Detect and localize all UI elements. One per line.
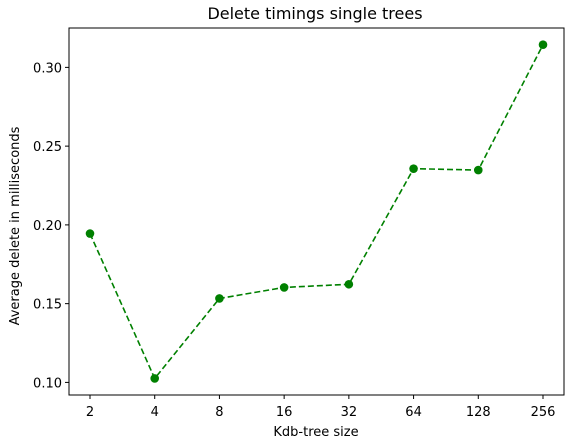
y-axis-ticks: 0.10 0.15 0.20 0.25 0.30 [33, 61, 69, 391]
y-tick-label: 0.30 [33, 61, 62, 76]
plot-frame [68, 27, 565, 396]
data-point [85, 229, 95, 238]
data-point [538, 40, 548, 49]
y-tick-label: 0.15 [33, 298, 62, 313]
y-tick-label: 0.20 [33, 219, 62, 234]
x-axis-ticks: 2 4 8 16 32 64 128 256 [86, 395, 556, 420]
data-point [215, 294, 224, 303]
x-tick-label: 256 [531, 405, 556, 420]
series-layer [85, 40, 548, 383]
x-tick-label: 16 [276, 405, 293, 420]
x-tick-label: 2 [86, 405, 94, 420]
data-point [150, 374, 160, 383]
series-line [89, 44, 544, 380]
y-tick-label: 0.10 [33, 376, 62, 391]
x-tick-label: 64 [405, 405, 422, 420]
x-tick-label: 8 [215, 405, 223, 420]
x-axis-label: Kdb-tree size [273, 425, 358, 440]
x-tick-label: 128 [466, 405, 491, 420]
data-point [473, 165, 483, 175]
data-point [409, 164, 418, 173]
x-tick-label: 32 [341, 405, 358, 420]
y-axis-label: Average delete in milliseconds [8, 126, 23, 325]
data-point [344, 279, 354, 289]
data-point [279, 283, 289, 292]
y-tick-label: 0.25 [33, 140, 62, 155]
x-tick-label: 4 [151, 405, 159, 420]
chart-title: Delete timings single trees [207, 4, 422, 23]
